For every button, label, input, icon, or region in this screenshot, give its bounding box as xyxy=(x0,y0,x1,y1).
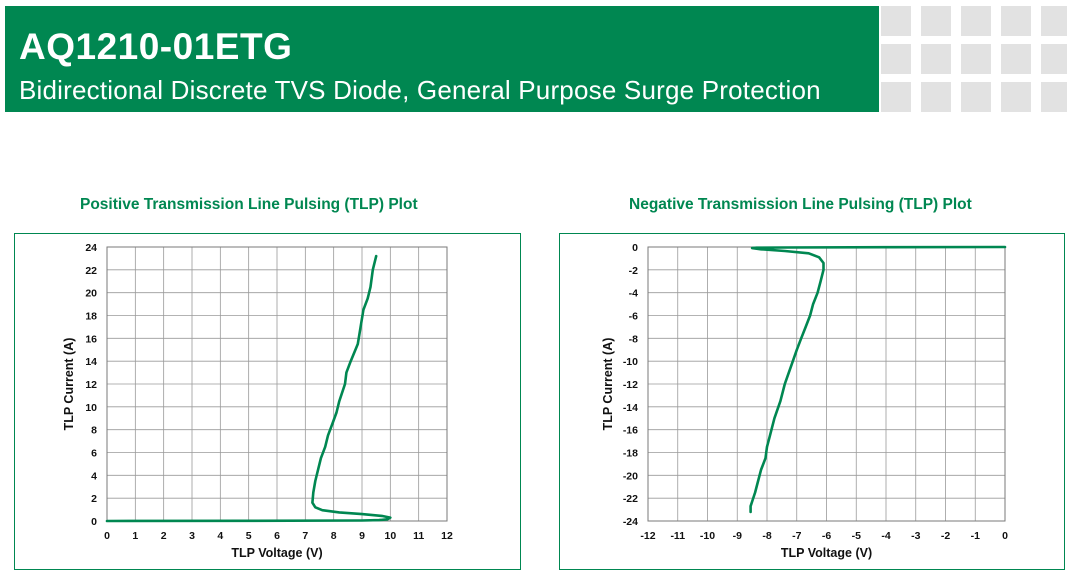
part-description: Bidirectional Discrete TVS Diode, Genera… xyxy=(19,75,821,105)
x-tick-label: 8 xyxy=(331,530,337,542)
x-tick-label: -11 xyxy=(670,530,685,542)
y-tick-label: 0 xyxy=(91,516,97,528)
y-tick-label: -22 xyxy=(623,493,638,505)
x-tick-label: 5 xyxy=(246,530,252,542)
y-tick-label: -4 xyxy=(629,288,638,300)
y-tick-label: -2 xyxy=(629,265,638,277)
y-tick-label: 12 xyxy=(85,379,97,391)
x-tick-label: 0 xyxy=(1002,530,1008,542)
decorative-square xyxy=(921,82,951,112)
x-tick-label: 10 xyxy=(384,530,396,542)
header-band: AQ1210-01ETG Bidirectional Discrete TVS … xyxy=(5,6,879,112)
negative-chart-title: Negative Transmission Line Pulsing (TLP)… xyxy=(629,196,972,213)
y-axis-label: TLP Current (A) xyxy=(601,338,615,431)
x-tick-label: -9 xyxy=(733,530,742,542)
decorative-square xyxy=(961,82,991,112)
x-tick-label: -6 xyxy=(822,530,831,542)
y-tick-label: -6 xyxy=(629,311,638,323)
y-tick-label: -24 xyxy=(623,516,638,528)
y-tick-label: -12 xyxy=(623,379,638,391)
y-tick-label: -10 xyxy=(623,356,638,368)
x-tick-label: 9 xyxy=(359,530,365,542)
x-tick-label: 11 xyxy=(413,530,424,542)
x-tick-label: -3 xyxy=(911,530,920,542)
y-tick-label: -8 xyxy=(629,333,638,345)
decorative-square xyxy=(921,6,951,36)
x-tick-label: 6 xyxy=(274,530,280,542)
x-axis-label: TLP Voltage (V) xyxy=(231,546,322,560)
y-tick-label: 24 xyxy=(85,242,97,254)
y-tick-label: -18 xyxy=(623,448,638,460)
decorative-square xyxy=(881,6,911,36)
positive-tlp-chart: 0 1 2 3 4 5 6 7 8 9 10 11 12 0 2 4 6 8 10 12 14 16 18 20 22 24 TLP… xyxy=(14,233,521,570)
x-tick-label: 7 xyxy=(302,530,308,542)
negative-tlp-chart: -12 -11 -10 -9 -8 -7 -6 -5 -4 -3 -2 -1 0 0 -2 -4 -6 -8 -10… xyxy=(559,233,1065,570)
decorative-square xyxy=(1041,6,1067,36)
part-number-title: AQ1210-01ETG xyxy=(19,26,293,67)
y-tick-label: 2 xyxy=(91,493,97,505)
x-tick-label: -1 xyxy=(971,530,980,542)
decorative-square-grid xyxy=(881,6,1067,114)
decorative-square xyxy=(1001,82,1031,112)
x-tick-label: 4 xyxy=(217,530,223,542)
positive-chart-title: Positive Transmission Line Pulsing (TLP)… xyxy=(80,196,418,213)
y-tick-label: 16 xyxy=(85,333,97,345)
decorative-square xyxy=(881,82,911,112)
x-tick-label: 1 xyxy=(132,530,138,542)
y-tick-label: 18 xyxy=(85,311,97,323)
x-tick-label: 3 xyxy=(189,530,195,542)
y-tick-label: 6 xyxy=(91,448,97,460)
x-tick-label: -7 xyxy=(792,530,801,542)
decorative-square xyxy=(881,44,911,74)
y-tick-label: 14 xyxy=(85,356,97,368)
y-tick-label: 0 xyxy=(632,242,638,254)
decorative-square xyxy=(921,44,951,74)
decorative-square xyxy=(1041,82,1067,112)
y-tick-label: 10 xyxy=(85,402,97,414)
y-tick-label: 8 xyxy=(91,425,97,437)
x-axis-label: TLP Voltage (V) xyxy=(781,546,872,560)
decorative-square xyxy=(961,44,991,74)
y-axis-label: TLP Current (A) xyxy=(62,338,76,431)
x-tick-label: -12 xyxy=(640,530,655,542)
y-tick-label: 4 xyxy=(91,470,97,482)
tlp-curve-line xyxy=(105,254,392,523)
x-tick-label: 12 xyxy=(441,530,453,542)
y-tick-label: 22 xyxy=(85,265,97,277)
x-tick-label: -8 xyxy=(762,530,771,542)
decorative-square xyxy=(1001,44,1031,74)
y-tick-label: -14 xyxy=(623,402,638,414)
x-tick-label: -4 xyxy=(881,530,890,542)
x-tick-label: 0 xyxy=(104,530,110,542)
decorative-square xyxy=(1041,44,1067,74)
tlp-curve-line xyxy=(749,245,1007,514)
decorative-square xyxy=(961,6,991,36)
x-tick-label: -5 xyxy=(852,530,861,542)
y-tick-label: 20 xyxy=(85,288,97,300)
y-tick-label: -20 xyxy=(623,470,638,482)
negative-tlp-plot: -12 -11 -10 -9 -8 -7 -6 -5 -4 -3 -2 -1 00-2-4-6-8-10… xyxy=(601,242,1008,560)
y-tick-label: -16 xyxy=(623,425,638,437)
x-tick-label: 2 xyxy=(161,530,167,542)
positive-tlp-plot: 0 1 2 3 4 5 6 7 8 9 10 11 12024681012141618202224TLP… xyxy=(62,242,453,560)
x-tick-label: -2 xyxy=(941,530,950,542)
decorative-square xyxy=(1001,6,1031,36)
x-tick-label: -10 xyxy=(700,530,715,542)
